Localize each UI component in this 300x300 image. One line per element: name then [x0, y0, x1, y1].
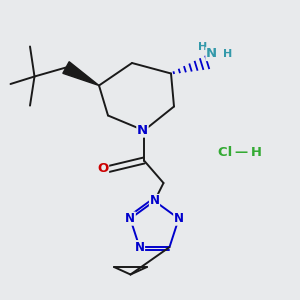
Text: N: N — [137, 124, 148, 137]
Text: N: N — [134, 241, 145, 254]
Text: N: N — [125, 212, 135, 225]
Text: H: H — [198, 42, 207, 52]
Text: H: H — [223, 49, 232, 59]
Polygon shape — [63, 62, 99, 86]
Text: N: N — [174, 212, 184, 225]
Text: N: N — [149, 194, 160, 208]
Text: O: O — [97, 161, 109, 175]
Text: Cl — H: Cl — H — [218, 146, 262, 160]
Text: N: N — [206, 47, 217, 61]
